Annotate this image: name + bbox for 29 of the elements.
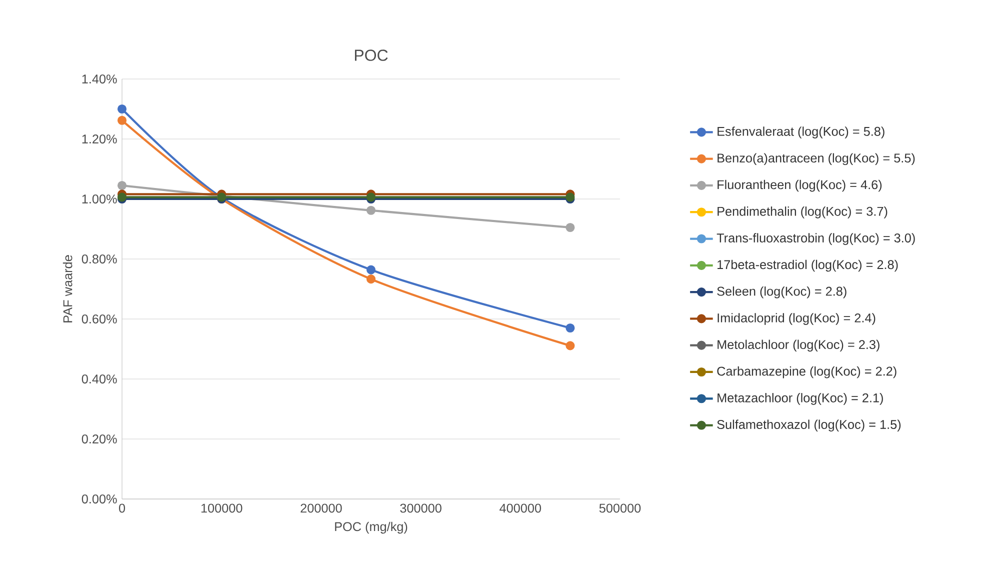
- x-tick-label: 0: [118, 504, 126, 513]
- legend-label: 17beta-estradiol (log(Koc) = 2.8): [718, 260, 898, 272]
- x-tick-label: 200000: [300, 504, 342, 513]
- y-tick-label: 0.60%: [82, 314, 117, 324]
- legend-label: Seleen (log(Koc) = 2.8): [717, 286, 846, 298]
- y-tick-label: 0.00%: [82, 494, 117, 504]
- x-axis-title: POC (mg/kg): [335, 522, 408, 534]
- legend-label: Trans-fluoxastrobin (log(Koc) = 3.0): [716, 233, 915, 245]
- x-tick-label: 300000: [400, 504, 442, 513]
- y-axis-title: PAF waarde: [62, 255, 72, 322]
- y-tick-label: 0.40%: [82, 374, 117, 384]
- y-tick-label: 0.80%: [82, 254, 117, 264]
- x-tick-label: 500000: [599, 504, 641, 513]
- legend-label: Esfenvaleraat (log(Koc) = 5.8): [718, 126, 884, 138]
- x-tick-label: 100000: [201, 504, 242, 513]
- legend-label: Carbamazepine (log(Koc) = 2.2): [717, 366, 896, 378]
- legend-label: Imidacloprid (log(Koc) = 2.4): [718, 313, 876, 325]
- y-tick-label: 1.00%: [82, 194, 117, 204]
- legend-label: Benzo(a)antraceen (log(Koc) = 5.5): [718, 153, 915, 166]
- y-tick-label: 1.20%: [82, 134, 117, 144]
- legend-label: Pendimethalin (log(Koc) = 3.7): [718, 206, 888, 218]
- y-tick-label: 1.40%: [82, 74, 117, 84]
- chart-title: POC: [354, 50, 388, 61]
- x-tick-label: 400000: [500, 504, 542, 513]
- legend-label: Sulfamethoxazol (log(Koc) = 1.5): [717, 420, 901, 432]
- legend-label: Metolachloor (log(Koc) = 2.3): [718, 340, 880, 352]
- y-tick-label: 0.20%: [82, 434, 117, 444]
- legend-label: Fluorantheen (log(Koc) = 4.6): [718, 180, 882, 192]
- legend-label: Metazachloor (log(Koc) = 2.1): [718, 393, 883, 405]
